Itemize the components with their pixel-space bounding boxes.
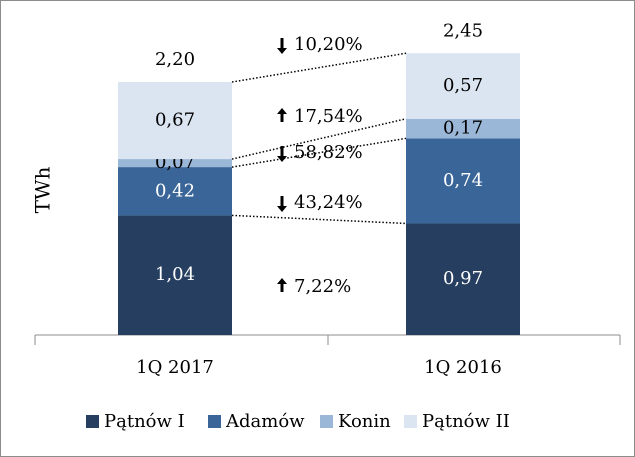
bar-segment bbox=[118, 215, 232, 335]
data-label: 0,17 bbox=[443, 118, 483, 139]
data-label: 0,57 bbox=[443, 75, 483, 96]
legend-swatch bbox=[404, 415, 417, 428]
connector-line bbox=[231, 137, 407, 168]
data-label: 0,67 bbox=[155, 110, 195, 131]
arrow-head bbox=[277, 48, 287, 54]
annotation: 17,54% bbox=[294, 106, 363, 127]
connector-line bbox=[231, 52, 407, 83]
total-label: 2,20 bbox=[155, 49, 195, 70]
arrow-head bbox=[277, 278, 287, 284]
arrow-shaft bbox=[280, 196, 284, 208]
data-label: 1,04 bbox=[155, 264, 195, 285]
annotation: 58,82% bbox=[294, 142, 363, 163]
legend-swatch bbox=[86, 415, 99, 428]
bar-segment bbox=[406, 53, 520, 119]
bar-segment bbox=[406, 118, 520, 139]
legend-label: Pątnów II bbox=[422, 411, 510, 432]
bar-segment bbox=[118, 159, 232, 168]
annotation: 10,20% bbox=[294, 34, 363, 55]
legend-label: Konin bbox=[338, 411, 391, 432]
annotation: 43,24% bbox=[294, 192, 363, 213]
data-label: 0,97 bbox=[443, 268, 483, 289]
legend-label: Adamów bbox=[225, 411, 305, 432]
arrow-shaft bbox=[280, 280, 284, 292]
data-label: 0,42 bbox=[155, 180, 195, 201]
bar-segment bbox=[406, 223, 520, 335]
x-tick-label: 1Q 2017 bbox=[136, 357, 214, 378]
arrow-head bbox=[277, 206, 287, 212]
connector-line bbox=[231, 214, 407, 225]
arrow-shaft bbox=[280, 110, 284, 122]
legend-swatch bbox=[320, 415, 333, 428]
arrow-shaft bbox=[280, 146, 284, 158]
x-tick-label: 1Q 2016 bbox=[424, 357, 502, 378]
bar-segment bbox=[406, 138, 520, 224]
y-axis-label: TWh bbox=[31, 166, 55, 213]
bar-segment bbox=[118, 82, 232, 160]
legend-swatch bbox=[208, 415, 221, 428]
arrow-shaft bbox=[280, 38, 284, 50]
arrow-head bbox=[277, 156, 287, 162]
annotation: 7,22% bbox=[294, 276, 351, 297]
arrow-head bbox=[277, 108, 287, 114]
bar-segment bbox=[118, 167, 232, 216]
data-label: 0,74 bbox=[443, 170, 483, 191]
total-label: 2,45 bbox=[443, 20, 483, 41]
legend-label: Pątnów I bbox=[104, 411, 185, 432]
